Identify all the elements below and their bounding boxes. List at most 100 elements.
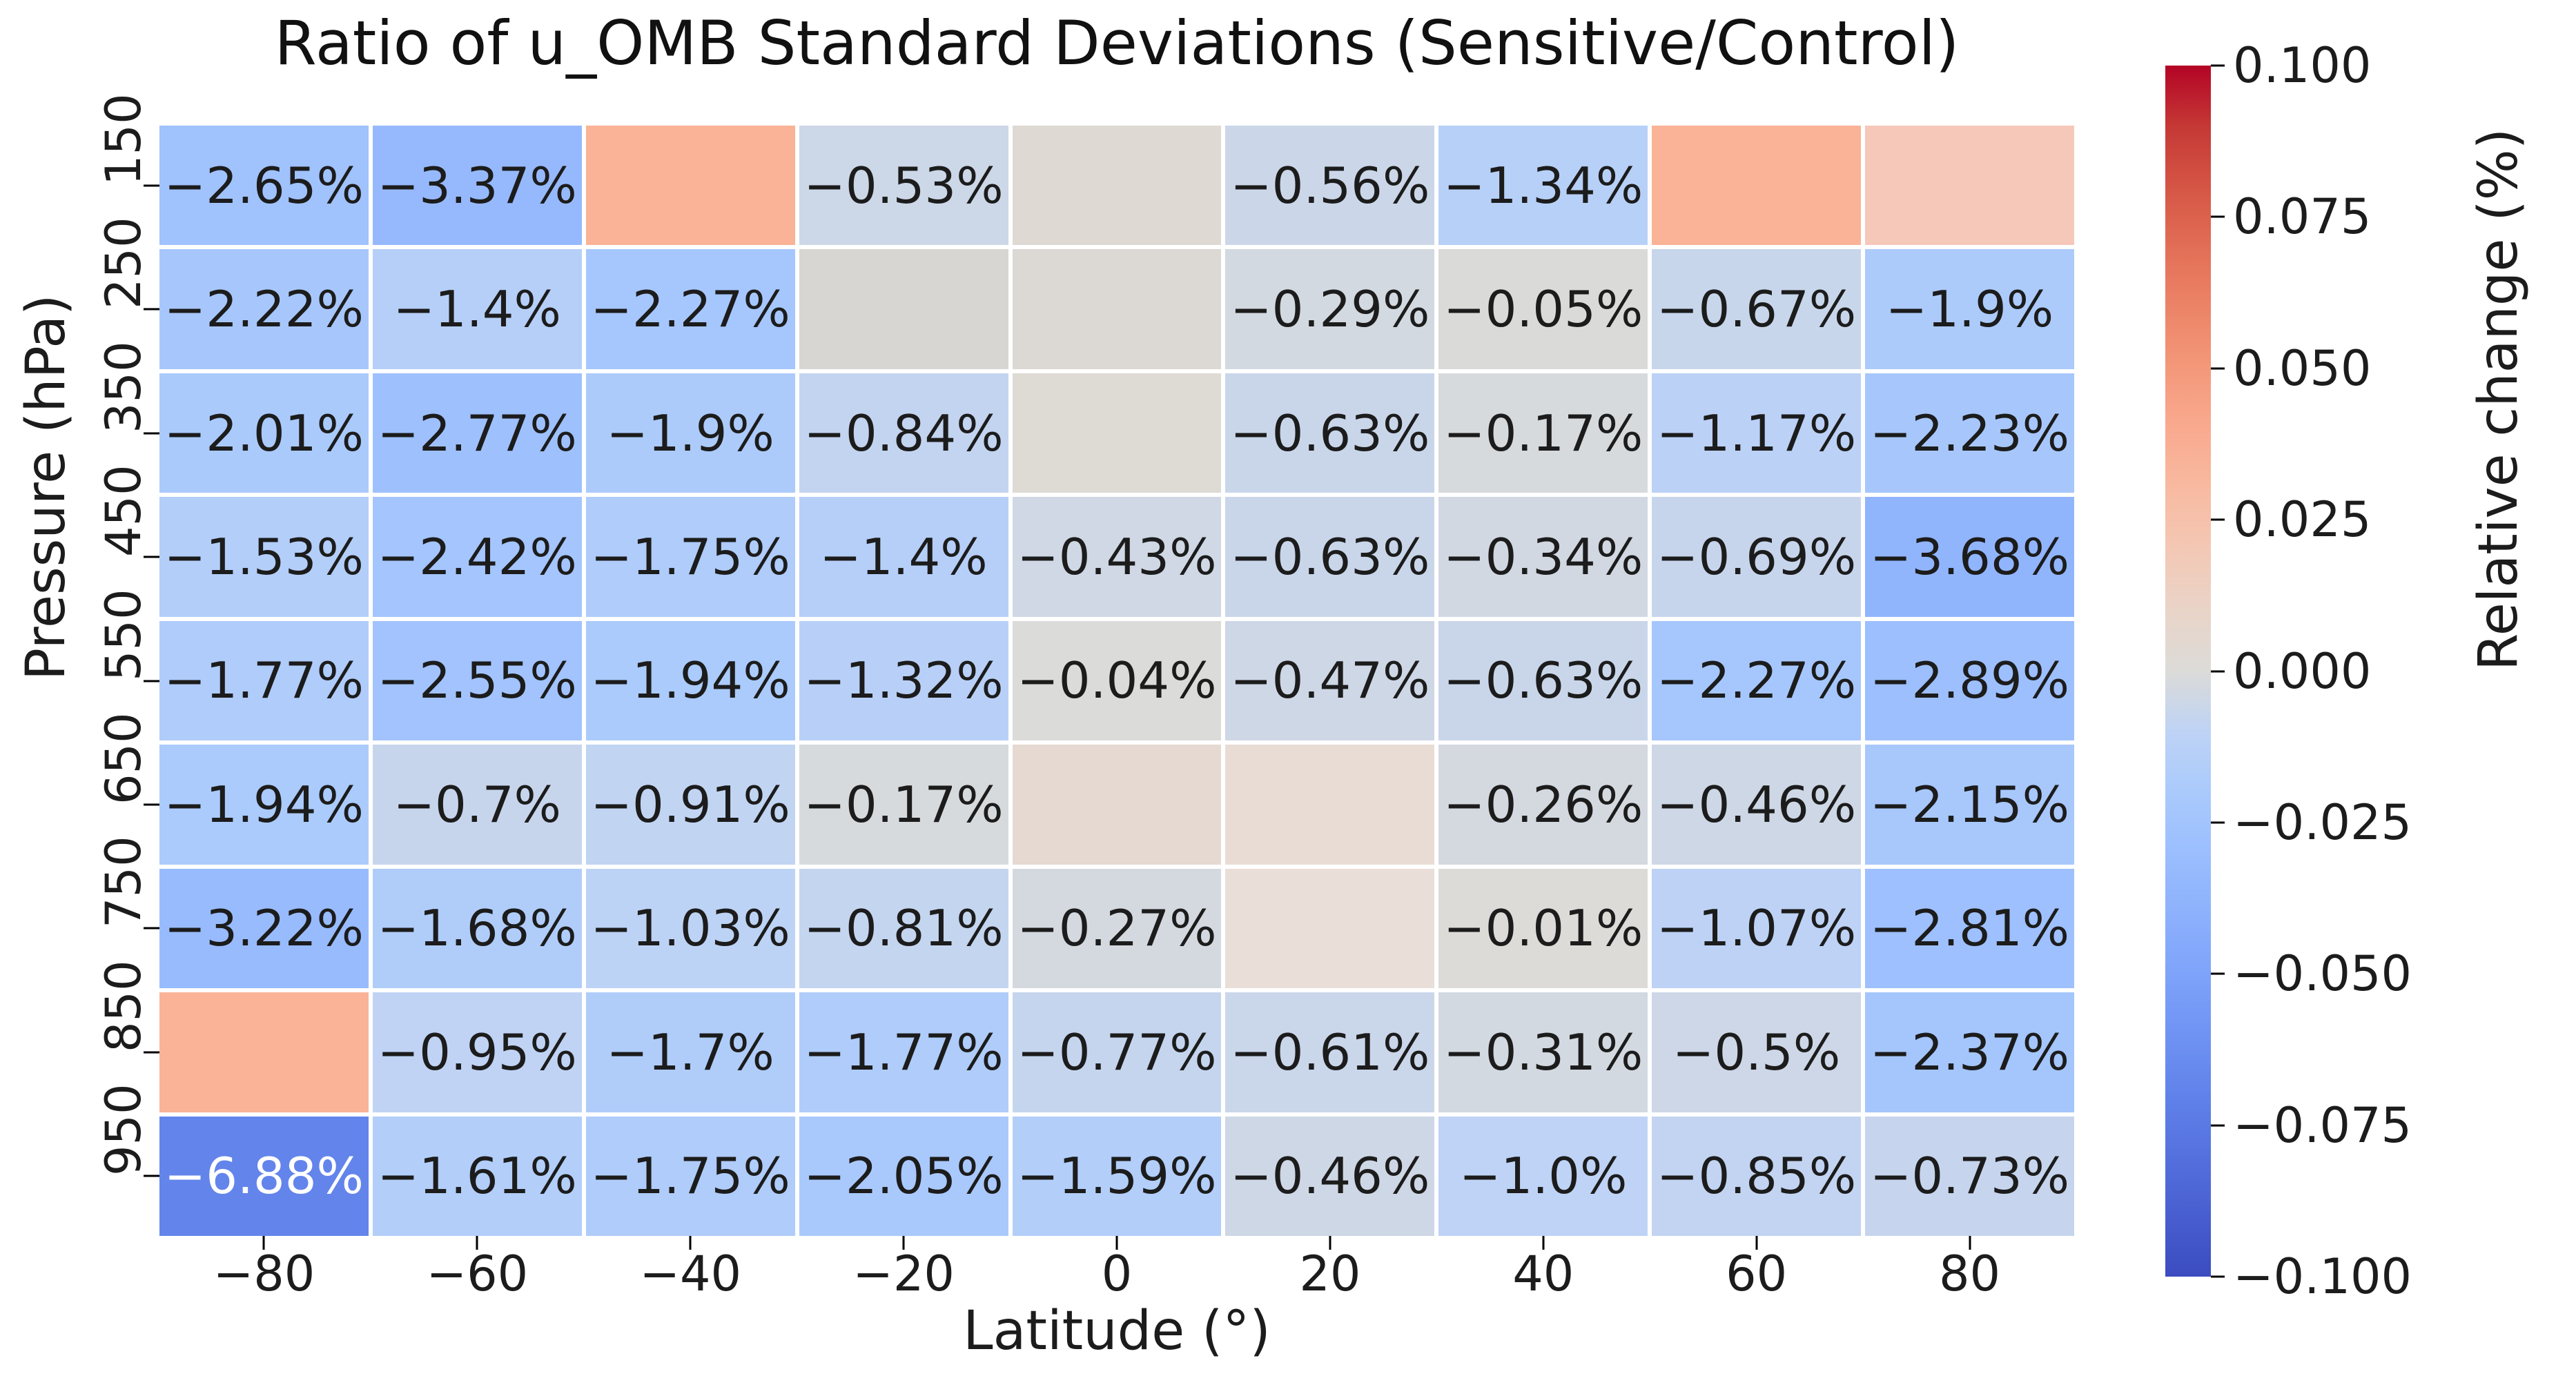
heatmap-cell: −0.01% xyxy=(1438,868,1648,989)
heatmap-cell: −2.55% xyxy=(372,620,582,741)
colorbar-tick-label: 0.050 xyxy=(2233,340,2372,397)
colorbar-tick-label: 0.025 xyxy=(2233,491,2372,549)
x-tick-label: 0 xyxy=(1101,1246,1133,1302)
colorbar-tick-mark xyxy=(2211,215,2225,218)
y-tick-mark xyxy=(144,803,159,806)
heatmap-cell xyxy=(1865,126,2074,246)
colorbar-tick-mark xyxy=(2211,1124,2225,1127)
x-axis-tick-marks xyxy=(159,1236,2074,1250)
x-tick-mark xyxy=(1969,1236,1971,1250)
x-tick-mark xyxy=(1115,1236,1118,1250)
heatmap-cell: −0.26% xyxy=(1438,745,1648,865)
heatmap-cell: −0.47% xyxy=(1225,620,1435,741)
x-tick-mark xyxy=(262,1236,265,1250)
heatmap-cell: −0.29% xyxy=(1225,249,1435,369)
heatmap-cell: −1.34% xyxy=(1438,126,1648,246)
heatmap-cell: −1.7% xyxy=(585,992,795,1112)
heatmap-cell: −2.77% xyxy=(372,373,582,493)
heatmap-cell: −0.56% xyxy=(1225,126,1435,246)
heatmap-cell xyxy=(1652,126,1862,246)
heatmap-cell xyxy=(1225,868,1435,989)
x-tick-label: −60 xyxy=(426,1246,529,1302)
heatmap-cell: −0.5% xyxy=(1652,992,1862,1112)
heatmap-cell: −0.91% xyxy=(585,745,795,865)
heatmap-cell: −1.0% xyxy=(1438,1116,1648,1236)
x-tick-label: −80 xyxy=(213,1246,315,1302)
x-tick-mark xyxy=(1755,1236,1758,1250)
heatmap-cell: −0.17% xyxy=(799,745,1008,865)
x-tick-label: 20 xyxy=(1299,1246,1361,1302)
heatmap-cell: −6.88% xyxy=(159,1116,369,1236)
colorbar-tick-mark xyxy=(2211,972,2225,975)
x-tick-label: −20 xyxy=(852,1246,955,1302)
colorbar-tick-mark xyxy=(2211,1275,2225,1278)
heatmap-cell: −1.03% xyxy=(585,868,795,989)
heatmap-cell: −2.15% xyxy=(1865,745,2074,865)
heatmap-cell: −0.63% xyxy=(1225,373,1435,493)
y-tick-mark xyxy=(144,184,159,187)
colorbar-tick-label: 0.075 xyxy=(2233,188,2372,246)
heatmap-cell: −0.27% xyxy=(1012,868,1222,989)
heatmap-cell: −1.75% xyxy=(585,1116,795,1236)
y-tick-mark xyxy=(144,680,159,682)
colorbar-tick-label: −0.100 xyxy=(2233,1248,2412,1305)
heatmap-cell xyxy=(159,992,369,1112)
heatmap-cell: −2.27% xyxy=(585,249,795,369)
heatmap-cell: −1.32% xyxy=(799,620,1008,741)
colorbar-tick-mark xyxy=(2211,367,2225,370)
heatmap-cell: −0.46% xyxy=(1225,1116,1435,1236)
heatmap-cell: −0.81% xyxy=(799,868,1008,989)
heatmap-cell xyxy=(1012,373,1222,493)
heatmap-cell: −1.59% xyxy=(1012,1116,1222,1236)
heatmap-cell: −1.61% xyxy=(372,1116,582,1236)
x-tick-mark xyxy=(476,1236,478,1250)
chart-title: Ratio of u_OMB Standard Deviations (Sens… xyxy=(274,8,1960,79)
heatmap-cell xyxy=(799,249,1008,369)
colorbar-tick-label: −0.050 xyxy=(2233,945,2412,1003)
colorbar-tick-label: 0.000 xyxy=(2233,642,2372,700)
x-tick-mark xyxy=(902,1236,905,1250)
y-tick-mark xyxy=(144,1051,159,1054)
heatmap-cell: −2.23% xyxy=(1865,373,2074,493)
heatmap-cell: −1.17% xyxy=(1652,373,1862,493)
heatmap-cell: −0.7% xyxy=(372,745,582,865)
heatmap-cell: −0.84% xyxy=(799,373,1008,493)
heatmap-cell: −0.17% xyxy=(1438,373,1648,493)
x-tick-mark xyxy=(1329,1236,1331,1250)
colorbar-tick-mark xyxy=(2211,518,2225,521)
heatmap-cell: −2.27% xyxy=(1652,620,1862,741)
heatmap-cell: −0.34% xyxy=(1438,497,1648,617)
heatmap-cell: −0.69% xyxy=(1652,497,1862,617)
colorbar-tick-label: −0.025 xyxy=(2233,794,2412,851)
heatmap-cell: −1.4% xyxy=(372,249,582,369)
heatmap-cell xyxy=(585,126,795,246)
colorbar-tick-mark xyxy=(2211,821,2225,824)
colorbar-tick-marks xyxy=(2211,64,2225,1278)
heatmap-cell: −1.9% xyxy=(585,373,795,493)
heatmap-cell: −2.89% xyxy=(1865,620,2074,741)
heatmap-cell: −0.53% xyxy=(799,126,1008,246)
heatmap-cell: −1.75% xyxy=(585,497,795,617)
heatmap-cell: −2.01% xyxy=(159,373,369,493)
x-tick-mark xyxy=(1542,1236,1545,1250)
heatmap-cell: −1.77% xyxy=(799,992,1008,1112)
x-axis-label: Latitude (°) xyxy=(963,1300,1271,1362)
heatmap-cell: −2.81% xyxy=(1865,868,2074,989)
x-axis-tick-labels: −80 −60 −40 −20 0 20 40 60 80 xyxy=(159,1246,2074,1301)
y-tick-mark xyxy=(144,308,159,311)
heatmap-cell: −0.61% xyxy=(1225,992,1435,1112)
colorbar-tick-label: 0.100 xyxy=(2233,37,2372,94)
heatmap-cell xyxy=(1012,249,1222,369)
heatmap-cell: −0.85% xyxy=(1652,1116,1862,1236)
heatmap-grid: −2.65% −3.37% −0.53% −0.56% −1.34% −2.22% −1.4… xyxy=(159,126,2074,1236)
heatmap-cell: −1.53% xyxy=(159,497,369,617)
y-axis-tick-labels: 150 250 350 450 550 650 750 850 950 xyxy=(95,93,152,1177)
heatmap-cell: −0.31% xyxy=(1438,992,1648,1112)
heatmap-cell xyxy=(1012,745,1222,865)
heatmap-cell: −0.77% xyxy=(1012,992,1222,1112)
colorbar-tick-label: −0.075 xyxy=(2233,1097,2412,1154)
heatmap-cell: −0.67% xyxy=(1652,249,1862,369)
heatmap-cell: −2.65% xyxy=(159,126,369,246)
y-tick-mark xyxy=(144,1174,159,1177)
heatmap-cell: −1.94% xyxy=(159,745,369,865)
